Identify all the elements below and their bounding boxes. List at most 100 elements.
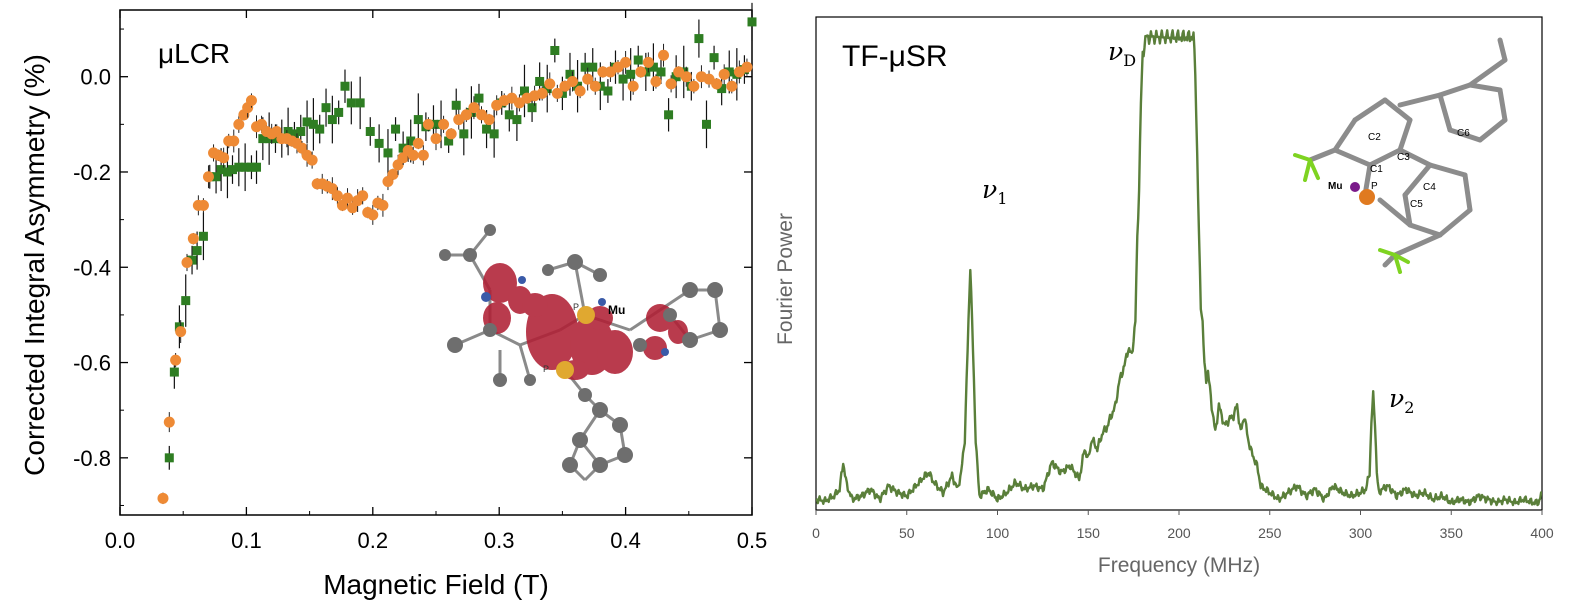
green-square-point <box>234 162 244 172</box>
peak-label-nuD: νD <box>1108 37 1136 70</box>
lcr-x-tick-label: 0.3 <box>484 528 515 553</box>
orange-circle-point <box>306 154 318 166</box>
orange-circle-point <box>245 95 257 107</box>
green-square-point <box>327 115 337 125</box>
orange-circle-point <box>157 492 169 504</box>
green-square-point <box>717 84 727 94</box>
green-square-point <box>633 55 643 65</box>
orange-circle-point <box>718 68 730 80</box>
green-square-point <box>588 62 598 72</box>
inset-c5-label: C5 <box>1410 199 1423 210</box>
orange-circle-point <box>536 87 548 99</box>
green-square-point <box>216 165 226 175</box>
green-square-point <box>565 69 575 79</box>
orange-circle-point <box>175 326 187 338</box>
orange-circle-point <box>438 118 450 130</box>
green-square-point <box>413 115 423 125</box>
lcr-panel: 0.0 0.1 0.2 0.3 0.4 0.5 -0.8 -0.6 -0.4 -0.2 0.0 <box>19 2 767 600</box>
green-square-point <box>302 117 312 127</box>
inset-mu-label-right: Mu <box>1328 181 1342 192</box>
orange-circle-point <box>377 199 389 211</box>
orange-circle-point <box>711 78 723 90</box>
green-square-point <box>252 162 262 172</box>
tfusr-x-tick-label: 0 <box>812 525 820 541</box>
orange-circle-point <box>688 80 700 92</box>
orange-circle-point <box>597 66 609 78</box>
green-square-point <box>198 231 208 241</box>
orange-circle-point <box>387 168 399 180</box>
orange-circle-point <box>635 66 647 78</box>
orange-circle-point <box>357 190 369 202</box>
green-square-point <box>398 143 408 153</box>
orange-circle-point <box>412 137 424 149</box>
lcr-x-tick-label: 0.1 <box>231 528 262 553</box>
tfusr-x-tick-label: 250 <box>1258 525 1282 541</box>
green-square-point <box>550 45 560 55</box>
green-square-point <box>296 126 306 136</box>
green-square-point <box>227 165 237 175</box>
green-square-point <box>618 74 628 84</box>
green-square-point <box>747 17 757 27</box>
tfusr-panel: 0 50 100 150 200 250 300 350 400 <box>774 16 1554 577</box>
inset-c3-label: C3 <box>1397 152 1410 163</box>
orange-circle-point <box>741 61 753 73</box>
green-square-point <box>374 138 384 148</box>
green-square-point <box>701 119 711 129</box>
orange-circle-point <box>407 149 419 161</box>
orange-circle-point <box>620 56 632 68</box>
lcr-y-tick-label: -0.4 <box>73 255 111 280</box>
orange-circle-point <box>574 85 586 97</box>
peak-label-nu1: ν1 <box>982 175 1007 208</box>
green-square-point <box>289 129 299 139</box>
orange-circle-point <box>422 118 434 130</box>
orange-circle-point <box>342 192 354 204</box>
green-square-point <box>535 76 545 86</box>
orange-circle-point <box>582 73 594 85</box>
orange-circle-point <box>417 149 429 161</box>
green-square-point <box>519 86 529 96</box>
orange-circle-point <box>658 49 670 61</box>
orange-circle-point <box>680 71 692 83</box>
tfusr-x-tick-label: 200 <box>1167 525 1191 541</box>
molecule-orbital-inset: Mu P P <box>439 224 728 482</box>
green-square-point <box>355 98 365 108</box>
orange-circle-point <box>197 199 209 211</box>
tfusr-x-tick-label: 150 <box>1077 525 1101 541</box>
inset-c6-label: C6 <box>1457 128 1470 139</box>
green-square-point <box>391 124 401 134</box>
green-square-point <box>246 162 256 172</box>
lcr-y-tick-label: -0.2 <box>73 160 111 185</box>
green-square-point <box>580 62 590 72</box>
green-square-point <box>308 119 318 129</box>
green-square-point <box>340 81 350 91</box>
tfusr-x-tick-label: 300 <box>1349 525 1373 541</box>
orange-circle-point <box>202 171 214 183</box>
orange-circle-point <box>218 152 230 164</box>
orange-circle-point <box>460 109 472 121</box>
peak-label-nu2: ν2 <box>1389 384 1414 417</box>
green-square-point <box>489 129 499 139</box>
orange-circle-point <box>589 80 601 92</box>
green-square-point <box>222 167 232 177</box>
orange-circle-point <box>544 78 556 90</box>
green-square-point <box>459 129 469 139</box>
green-square-point <box>724 67 734 77</box>
molecule-structure-inset: C1 C2 C3 C4 C5 C6 P Mu <box>1293 37 1508 274</box>
lcr-x-tick-label: 0.4 <box>610 528 641 553</box>
orange-circle-point <box>233 118 245 130</box>
lcr-y-tick-label: -0.6 <box>73 351 111 376</box>
green-square-point <box>283 126 293 136</box>
green-square-point <box>648 62 658 72</box>
green-square-point <box>169 367 179 377</box>
inset-mu-label: Mu <box>608 303 625 317</box>
tfusr-y-axis-label: Fourier Power <box>774 213 797 345</box>
lcr-x-tick-label: 0.2 <box>358 528 389 553</box>
fourier-spectrum-line <box>816 29 1542 507</box>
green-square-point <box>321 103 331 113</box>
green-square-point <box>694 34 704 44</box>
green-square-point <box>451 100 461 110</box>
green-square-point <box>181 296 191 306</box>
green-square-point <box>240 162 250 172</box>
tfusr-x-tick-label: 400 <box>1530 525 1554 541</box>
lcr-y-tick-label: -0.8 <box>73 446 111 471</box>
